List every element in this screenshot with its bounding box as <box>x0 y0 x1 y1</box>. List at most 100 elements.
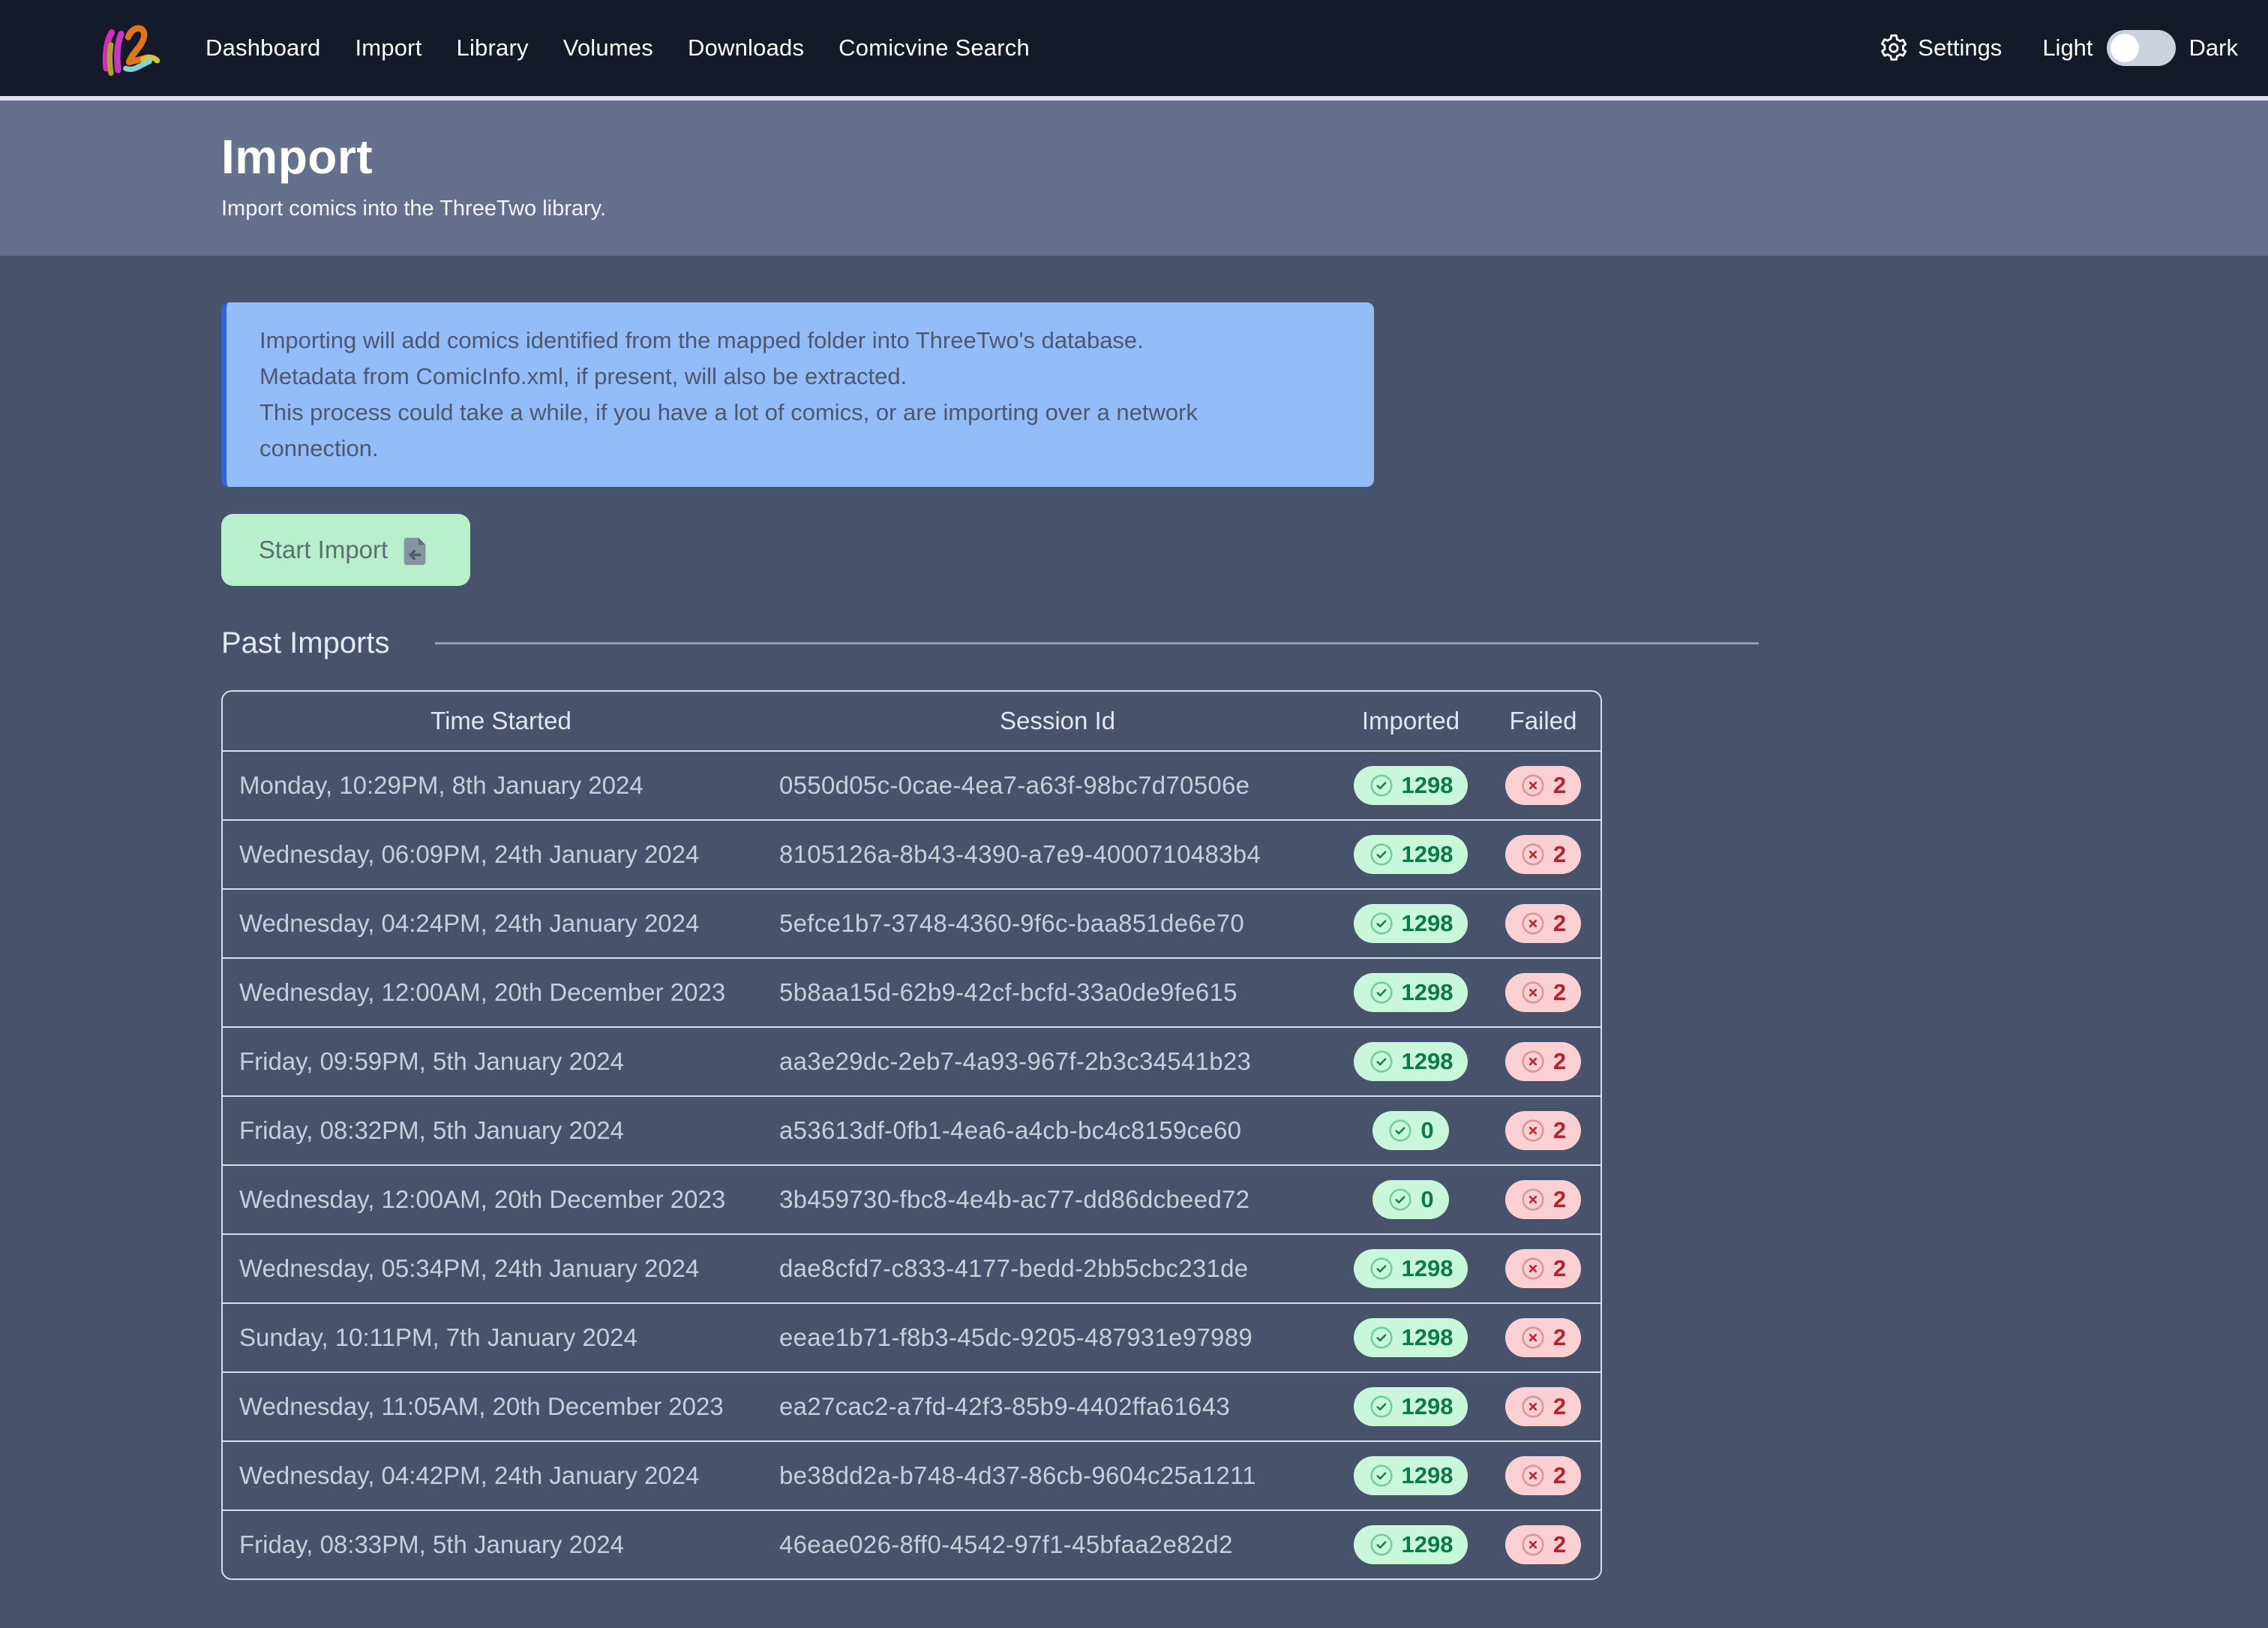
failed-cell: 2 <box>1486 1387 1600 1426</box>
session-id-cell: 5b8aa15d-62b9-42cf-bcfd-33a0de9fe615 <box>779 978 1238 1006</box>
theme-toggle[interactable] <box>2106 30 2176 66</box>
failed-badge: 2 <box>1504 1318 1582 1357</box>
session-id-cell: 5efce1b7-3748-4360-9f6c-baa851de6e70 <box>779 909 1244 937</box>
imported-badge: 1298 <box>1353 904 1468 943</box>
table-header-row: Time Started Session Id Imported Failed <box>223 692 1600 750</box>
x-circle-icon <box>1522 1326 1544 1349</box>
info-line: connection. <box>260 435 379 461</box>
nav-links: Dashboard Import Library Volumes Downloa… <box>206 35 1030 62</box>
failed-cell: 2 <box>1486 904 1600 943</box>
check-circle-icon <box>1389 1119 1412 1142</box>
imported-badge: 1298 <box>1353 1318 1468 1357</box>
main-content: Importing will add comics identified fro… <box>0 256 2268 1580</box>
page-title: Import <box>221 130 374 184</box>
failed-badge: 2 <box>1504 1387 1582 1426</box>
check-circle-icon <box>1370 912 1393 935</box>
check-circle-icon <box>1370 1326 1393 1349</box>
theme-dark-label: Dark <box>2188 35 2238 61</box>
time-started-cell: Wednesday, 06:09PM, 24th January 2024 <box>239 840 700 868</box>
time-started-cell: Monday, 10:29PM, 8th January 2024 <box>239 771 644 799</box>
check-circle-icon <box>1370 1464 1393 1487</box>
time-started-cell: Friday, 09:59PM, 5th January 2024 <box>239 1047 625 1075</box>
imported-cell: 0 <box>1336 1111 1486 1150</box>
table-row: Wednesday, 04:42PM, 24th January 2024 be… <box>223 1440 1600 1509</box>
import-info-box: Importing will add comics identified fro… <box>221 302 1374 487</box>
theme-toggle-knob <box>2110 34 2139 62</box>
start-import-label: Start Import <box>258 536 388 563</box>
nav-item-import[interactable]: Import <box>355 35 422 61</box>
failed-cell: 2 <box>1486 1180 1600 1219</box>
imported-badge: 1298 <box>1353 766 1468 805</box>
nav-item-dashboard[interactable]: Dashboard <box>206 35 321 61</box>
imported-badge: 0 <box>1372 1111 1449 1150</box>
x-circle-icon <box>1522 774 1544 797</box>
imported-badge: 1298 <box>1353 1387 1468 1426</box>
failed-cell: 2 <box>1486 973 1600 1012</box>
nav-item-library[interactable]: Library <box>456 35 529 61</box>
failed-cell: 2 <box>1486 1042 1600 1081</box>
imported-cell: 1298 <box>1336 1525 1486 1564</box>
check-circle-icon <box>1370 1395 1393 1418</box>
time-started-cell: Friday, 08:32PM, 5th January 2024 <box>239 1116 625 1144</box>
nav-item-comicvine-search[interactable]: Comicvine Search <box>838 35 1030 61</box>
x-circle-icon <box>1522 1050 1544 1073</box>
imported-badge: 0 <box>1372 1180 1449 1219</box>
failed-cell: 2 <box>1486 1318 1600 1357</box>
col-header-session-id: Session Id <box>999 707 1116 734</box>
page-subtitle: Import comics into the ThreeTwo library. <box>221 197 607 221</box>
imported-cell: 1298 <box>1336 1042 1486 1081</box>
col-header-time-started: Time Started <box>430 707 572 734</box>
failed-cell: 2 <box>1486 1456 1600 1495</box>
start-import-button[interactable]: Start Import <box>221 514 470 586</box>
check-circle-icon <box>1370 843 1393 866</box>
info-line: Metadata from ComicInfo.xml, if present,… <box>260 363 908 389</box>
session-id-cell: dae8cfd7-c833-4177-bedd-2bb5cbc231de <box>779 1254 1249 1282</box>
table-row: Wednesday, 11:05AM, 20th December 2023 e… <box>223 1371 1600 1440</box>
session-id-cell: eeae1b71-f8b3-45dc-9205-487931e97989 <box>779 1323 1253 1351</box>
failed-badge: 2 <box>1504 1249 1582 1288</box>
table-row: Friday, 09:59PM, 5th January 2024 aa3e29… <box>223 1026 1600 1095</box>
top-navbar: Dashboard Import Library Volumes Downloa… <box>0 0 2268 101</box>
past-imports-section-head: Past Imports <box>221 626 1759 660</box>
failed-cell: 2 <box>1486 1111 1600 1150</box>
nav-item-downloads[interactable]: Downloads <box>688 35 805 61</box>
x-circle-icon <box>1522 912 1544 935</box>
imported-cell: 1298 <box>1336 1387 1486 1426</box>
nav-item-volumes[interactable]: Volumes <box>562 35 653 61</box>
imported-cell: 1298 <box>1336 904 1486 943</box>
past-imports-rows: Monday, 10:29PM, 8th January 2024 0550d0… <box>223 750 1600 1578</box>
time-started-cell: Wednesday, 05:34PM, 24th January 2024 <box>239 1254 700 1282</box>
info-line: This process could take a while, if you … <box>260 399 1198 425</box>
time-started-cell: Friday, 08:33PM, 5th January 2024 <box>239 1530 625 1558</box>
failed-badge: 2 <box>1504 1525 1582 1564</box>
failed-cell: 2 <box>1486 1249 1600 1288</box>
table-row: Wednesday, 06:09PM, 24th January 2024 81… <box>223 819 1600 888</box>
imported-badge: 1298 <box>1353 835 1468 874</box>
session-id-cell: 8105126a-8b43-4390-a7e9-4000710483b4 <box>779 840 1262 868</box>
failed-badge: 2 <box>1504 1456 1582 1495</box>
imported-badge: 1298 <box>1353 1456 1468 1495</box>
time-started-cell: Wednesday, 11:05AM, 20th December 2023 <box>239 1392 724 1420</box>
x-circle-icon <box>1522 981 1544 1004</box>
x-circle-icon <box>1522 1533 1544 1556</box>
x-circle-icon <box>1522 1464 1544 1487</box>
theme-light-label: Light <box>2042 35 2093 61</box>
table-row: Sunday, 10:11PM, 7th January 2024 eeae1b… <box>223 1302 1600 1371</box>
failed-badge: 2 <box>1504 1042 1582 1081</box>
failed-badge: 2 <box>1504 973 1582 1012</box>
failed-cell: 2 <box>1486 1525 1600 1564</box>
failed-badge: 2 <box>1504 835 1582 874</box>
settings-button[interactable]: Settings <box>1879 33 2002 63</box>
imported-cell: 1298 <box>1336 835 1486 874</box>
x-circle-icon <box>1522 843 1544 866</box>
failed-badge: 2 <box>1504 1180 1582 1219</box>
table-row: Wednesday, 05:34PM, 24th January 2024 da… <box>223 1233 1600 1302</box>
session-id-cell: ea27cac2-a7fd-42f3-85b9-4402ffa61643 <box>779 1392 1231 1420</box>
time-started-cell: Wednesday, 04:42PM, 24th January 2024 <box>239 1461 700 1489</box>
x-circle-icon <box>1522 1188 1544 1211</box>
failed-cell: 2 <box>1486 835 1600 874</box>
time-started-cell: Wednesday, 04:24PM, 24th January 2024 <box>239 909 700 937</box>
check-circle-icon <box>1370 1257 1393 1280</box>
threetwo-logo[interactable] <box>94 12 164 84</box>
file-import-icon <box>404 537 426 566</box>
